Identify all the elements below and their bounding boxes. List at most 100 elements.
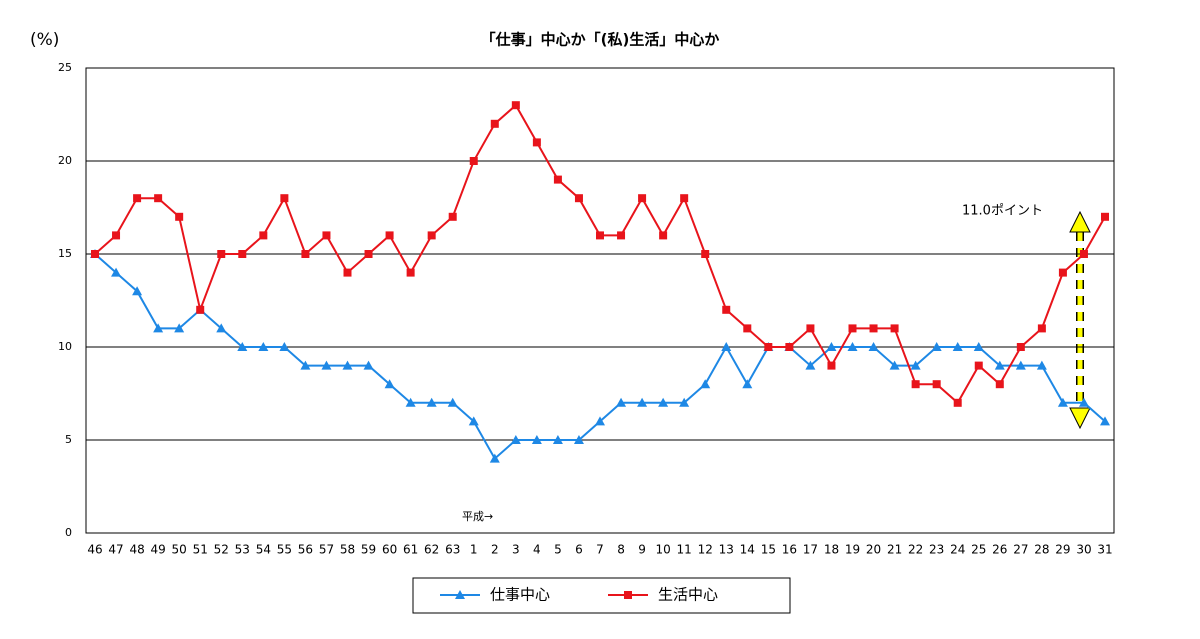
x-tick-label: 3 [512, 543, 520, 557]
data-point [974, 361, 983, 370]
data-point [342, 360, 353, 370]
data-point [111, 267, 122, 277]
data-point [385, 231, 394, 240]
data-point [448, 212, 457, 221]
x-tick-label: 2 [491, 543, 499, 557]
data-point [617, 231, 626, 240]
data-point [426, 397, 437, 407]
x-tick-label: 24 [950, 543, 965, 557]
x-tick-label: 59 [361, 543, 376, 557]
difference-arrow [1069, 210, 1091, 430]
data-point [132, 286, 143, 296]
legend-marker [624, 591, 632, 599]
data-point [154, 194, 163, 203]
data-point [259, 231, 268, 240]
data-point [511, 101, 520, 110]
data-point [868, 342, 879, 351]
x-tick-label: 8 [617, 543, 625, 557]
data-point [384, 379, 395, 389]
data-point [952, 342, 963, 351]
data-point [510, 435, 521, 444]
data-point [785, 343, 794, 351]
x-tick-label: 55 [277, 543, 292, 557]
data-point [701, 250, 710, 258]
data-point [217, 250, 226, 258]
data-point [910, 360, 921, 370]
data-point [364, 250, 373, 258]
y-tick-label: 15 [58, 247, 72, 260]
data-point [531, 435, 542, 444]
data-point [889, 360, 900, 370]
data-point [427, 231, 436, 240]
y-tick-label: 0 [65, 526, 72, 539]
data-point [468, 416, 479, 426]
data-point [742, 379, 753, 389]
x-tick-label: 62 [424, 543, 439, 557]
data-point [321, 360, 332, 370]
data-point [238, 250, 247, 258]
data-point [743, 324, 752, 333]
data-point [658, 397, 669, 407]
x-tick-label: 19 [845, 543, 860, 557]
x-tick-label: 30 [1076, 543, 1091, 557]
data-point [91, 250, 99, 258]
data-point [1100, 416, 1110, 426]
data-point [490, 119, 499, 128]
x-tick-label: 27 [1013, 543, 1028, 557]
x-tick-label: 60 [382, 543, 397, 557]
data-point [573, 435, 584, 444]
x-tick-label: 4 [533, 543, 541, 557]
data-point [973, 342, 984, 351]
x-tick-label: 12 [698, 543, 713, 557]
data-point [216, 323, 227, 333]
x-tick-label: 13 [719, 543, 734, 557]
data-point [826, 342, 837, 351]
x-tick-label: 20 [866, 543, 881, 557]
x-tick-label: 56 [298, 543, 313, 557]
data-point [911, 380, 920, 389]
data-point [112, 231, 121, 240]
data-point [469, 157, 478, 165]
data-point [953, 398, 962, 407]
data-point [1036, 360, 1047, 370]
chart-title: 「仕事」中心か「(私)生活」中心か [481, 31, 720, 49]
data-point [721, 342, 732, 351]
data-point [596, 231, 604, 240]
x-tick-label: 6 [575, 543, 583, 557]
data-point [406, 268, 415, 277]
x-tick-label: 31 [1097, 543, 1112, 557]
y-tick-label: 20 [58, 154, 72, 167]
data-point [363, 360, 374, 370]
x-tick-label: 52 [214, 543, 229, 557]
data-point [489, 453, 500, 463]
data-point [680, 194, 689, 203]
x-tick-label: 58 [340, 543, 355, 557]
x-tick-label: 18 [824, 543, 839, 557]
data-point [659, 231, 668, 240]
data-point [1015, 360, 1026, 370]
x-tick-label: 53 [235, 543, 250, 557]
data-point [1079, 250, 1088, 258]
data-point [300, 360, 311, 370]
data-point [1037, 324, 1046, 333]
data-point [890, 324, 899, 333]
x-tick-label: 63 [445, 543, 460, 557]
x-tick-label: 57 [319, 543, 334, 557]
data-point [133, 194, 142, 203]
data-point [827, 361, 836, 370]
data-point [343, 268, 352, 277]
y-tick-label: 5 [65, 433, 72, 446]
x-tick-label: 14 [740, 543, 755, 557]
annotation: 11.0ポイント [962, 204, 1043, 219]
data-point [532, 138, 541, 147]
x-tick-label: 51 [193, 543, 208, 557]
data-point [638, 194, 647, 203]
legend-label: 生活中心 [658, 586, 718, 604]
data-point [258, 342, 269, 351]
x-tick-label: 48 [129, 543, 144, 557]
x-tick-label: 16 [782, 543, 797, 557]
x-tick-label: 61 [403, 543, 418, 557]
data-point [847, 342, 858, 351]
data-point [616, 397, 627, 407]
